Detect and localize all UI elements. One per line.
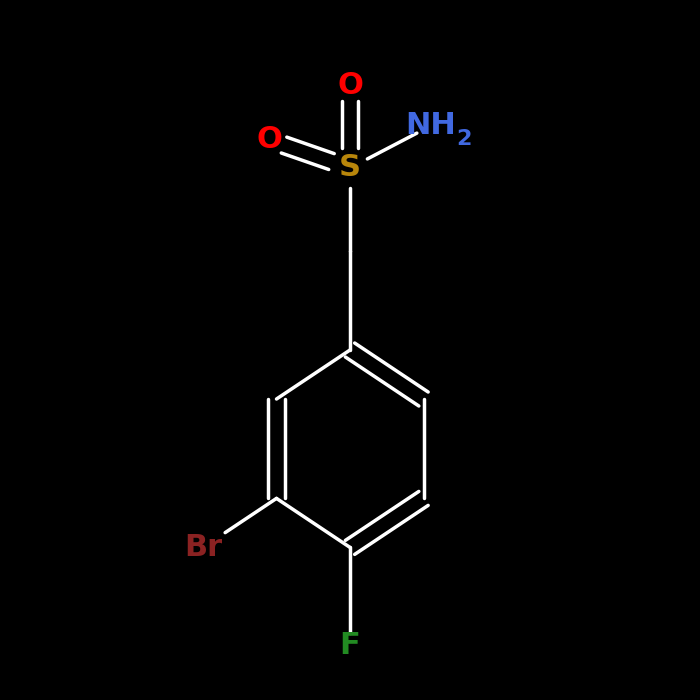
Text: Br: Br [184,533,222,562]
Text: NH: NH [405,111,456,141]
Text: F: F [340,631,360,660]
Text: 2: 2 [456,129,472,148]
Text: S: S [339,153,361,183]
Text: O: O [337,71,363,100]
Text: O: O [257,125,282,155]
